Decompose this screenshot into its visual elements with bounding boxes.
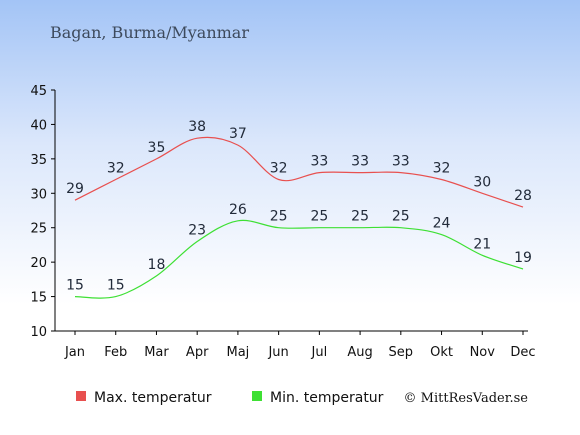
y-tick-label: 30: [30, 187, 47, 202]
max-temperature-label: 32: [107, 161, 125, 177]
y-tick-label: 20: [30, 256, 47, 271]
x-tick-label: Dec: [510, 345, 535, 360]
max-temperature-label: 28: [514, 188, 532, 204]
max-temperature-label: 33: [310, 154, 328, 170]
min-temperature-label: 15: [66, 278, 84, 294]
chart-place-title: Bagan, Burma/Myanmar: [50, 23, 249, 42]
y-tick-label: 35: [30, 153, 47, 168]
min-temperature-label: 25: [392, 209, 410, 225]
x-tick-label: Aug: [347, 345, 372, 360]
min-temperature-label: 25: [310, 209, 328, 225]
y-tick-label: 25: [30, 222, 47, 237]
x-tick-label: Jan: [64, 345, 85, 360]
min-temperature-label: 19: [514, 250, 532, 266]
max-temperature-label: 29: [66, 181, 84, 197]
x-tick-label: Nov: [470, 345, 496, 360]
legend-min-label: Min. temperatur: [270, 390, 384, 406]
max-temperature-label: 32: [270, 161, 288, 177]
min-temperature-label: 15: [107, 278, 125, 294]
max-temperature-line: [74, 136, 524, 208]
y-tick-label: 10: [30, 325, 47, 340]
max-temperature-label: 38: [188, 119, 206, 135]
max-temperature-label: 33: [392, 154, 410, 170]
y-tick-label: 45: [30, 84, 47, 99]
y-tick-label: 40: [30, 118, 47, 133]
data-labels: 29 32 35 38 37 32 33 33 33 32 30 28 15 15 18 23 26 25 25 25…: [66, 119, 532, 293]
x-tick-label: Okt: [430, 345, 453, 360]
min-temperature-line: [74, 219, 524, 299]
max-temperature-label: 33: [351, 154, 369, 170]
max-temperature-label: 30: [473, 174, 491, 190]
min-temperature-label: 25: [351, 209, 369, 225]
min-temperature-label: 25: [270, 209, 288, 225]
min-temperature-label: 24: [433, 216, 451, 232]
min-temperature-label: 26: [229, 202, 247, 218]
x-tick-label: Apr: [186, 345, 209, 360]
x-tick-label: Jul: [311, 345, 328, 360]
max-temperature-label: 32: [433, 161, 451, 177]
copyright-text: © MittResVader.se: [404, 391, 529, 406]
x-axis-ticks: Jan Feb Mar Apr Maj Jun Jul Aug Sep Okt Nov Dec: [64, 331, 536, 360]
max-temperature-label: 37: [229, 126, 247, 142]
y-tick-label: 15: [30, 291, 47, 306]
series-lines: [74, 136, 524, 299]
min-temperature-label: 21: [473, 236, 491, 252]
x-tick-label: Jun: [267, 345, 288, 360]
max-temperature-label: 35: [148, 140, 166, 156]
min-temperature-label: 18: [148, 257, 166, 273]
x-tick-label: Sep: [389, 345, 414, 360]
min-temperature-label: 23: [188, 222, 206, 238]
legend-min-swatch: [252, 391, 262, 401]
y-axis-ticks: 10 15 20 25 30 35 40 45: [30, 84, 55, 340]
legend-max-swatch: [76, 391, 86, 401]
legend-max-label: Max. temperatur: [94, 390, 212, 406]
x-tick-label: Feb: [104, 345, 127, 360]
chart-axes: [54, 90, 528, 332]
x-tick-label: Mar: [144, 345, 169, 360]
x-tick-label: Maj: [227, 345, 250, 360]
